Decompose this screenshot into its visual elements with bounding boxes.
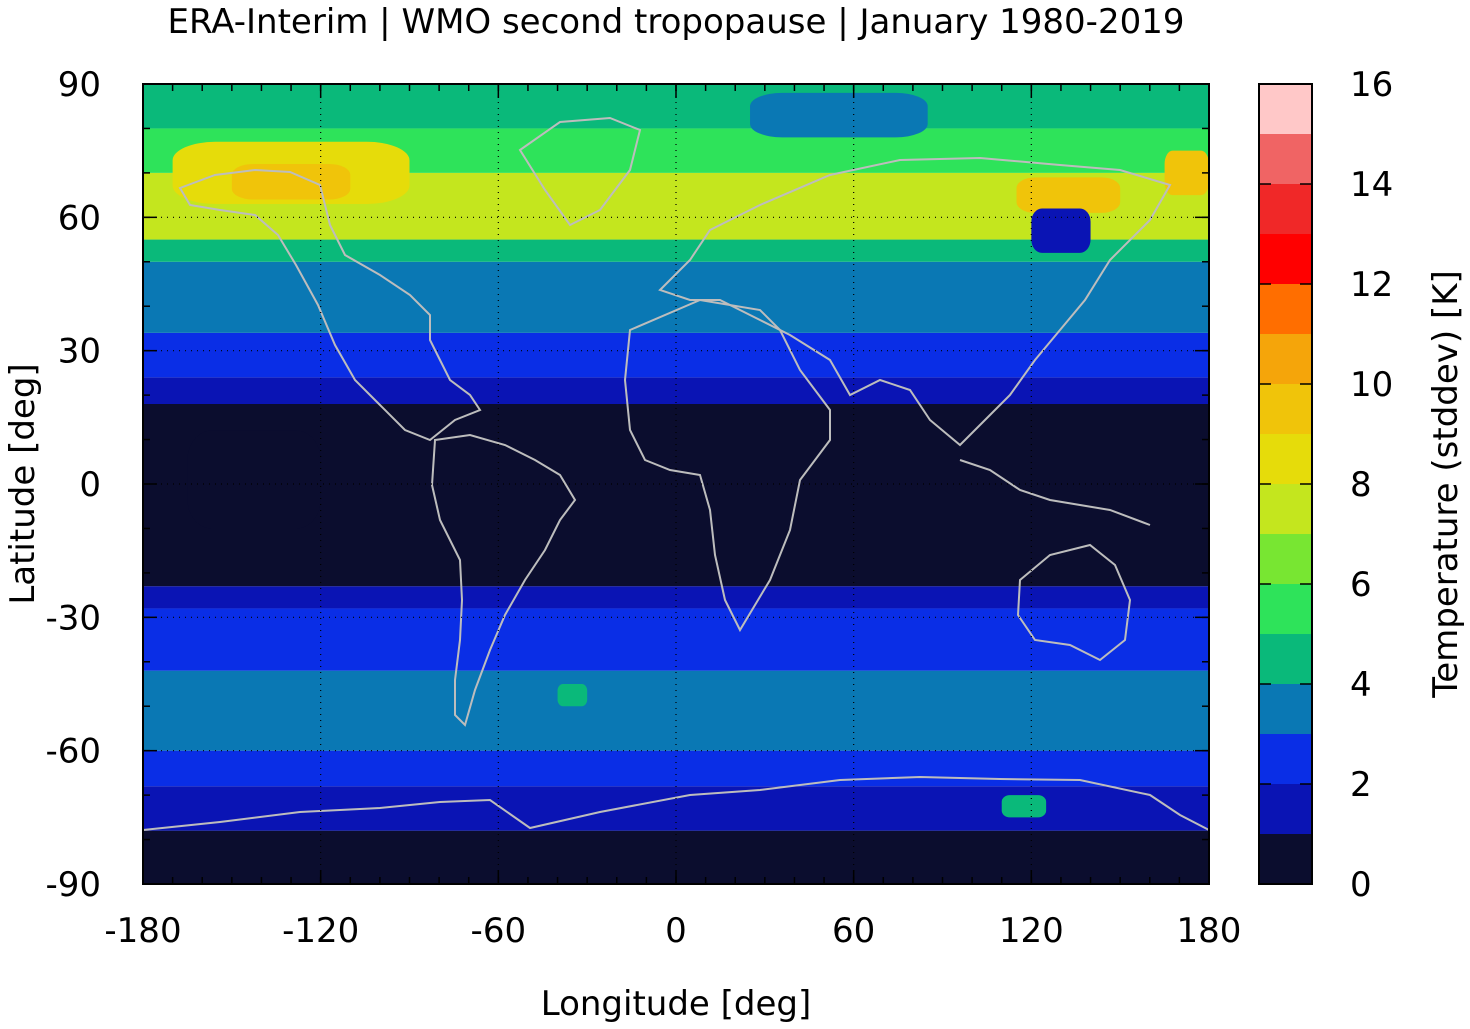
heatmap-patch-4 [1031, 208, 1091, 253]
y-tick-label: 0 [79, 465, 101, 505]
colorbar-cell-3 [1259, 684, 1312, 734]
colorbar-title: Temperature (stddev) [K] [1426, 270, 1466, 699]
coastline-australia [1016, 543, 1132, 662]
colorbar-cell-1 [1259, 784, 1312, 834]
colorbar-tick-label: 0 [1350, 865, 1372, 905]
colorbar-cell-11 [1259, 284, 1312, 334]
colorbar-tick-label: 8 [1350, 465, 1372, 505]
heatmap-patch-3 [1164, 150, 1209, 196]
colorbar-cell-9 [1259, 384, 1312, 434]
coastline-africa [623, 298, 831, 633]
colorbar-tick-label: 14 [1350, 165, 1393, 205]
colorbar-tick-label: 4 [1350, 665, 1372, 705]
coastline-eurasia [658, 156, 1172, 447]
coastlines [143, 116, 1209, 831]
y-tick-label: -60 [45, 732, 101, 772]
coastline-south-america [430, 433, 577, 727]
colorbar-tick-label: 10 [1350, 365, 1393, 405]
x-tick-label: -120 [282, 911, 359, 951]
colorbar-cell-4 [1259, 634, 1312, 684]
heatmap-band-9 [143, 261, 1209, 333]
x-tick-label: 60 [832, 911, 875, 951]
heatmap-patch-7 [1001, 795, 1047, 818]
x-tick-label: -180 [104, 911, 181, 951]
heatmap-patch-1 [231, 164, 351, 200]
x-tick-label: 180 [1177, 911, 1242, 951]
x-tick-label: -60 [471, 911, 527, 951]
colorbar-tick-labels: 0 2 4 6 8 10 12 14 16 [1350, 65, 1393, 905]
colorbar-cell-0 [1259, 834, 1312, 884]
heatmap-band-8 [143, 332, 1209, 378]
heatmap-band-5 [143, 586, 1209, 609]
y-tick-label: 60 [58, 198, 101, 238]
coastline-north-america [178, 168, 482, 442]
axis-ticks [142, 83, 1210, 885]
colorbar-cell-14 [1259, 134, 1312, 184]
coastline-greenland [518, 116, 642, 227]
colorbar-frame [1258, 83, 1313, 885]
colorbar-cell-12 [1259, 234, 1312, 284]
colorbar-cell-15 [1259, 84, 1312, 134]
x-axis-title: Longitude [deg] [541, 984, 812, 1024]
gridlines [143, 84, 1209, 884]
colorbar-cell-8 [1259, 434, 1312, 484]
coastline-maritime-continent [959, 459, 1151, 526]
plot-frame [142, 83, 1210, 885]
y-tick-label: 30 [58, 332, 101, 372]
plot-area: -180 -120 -60 0 60 120 180 90 60 30 0 -30 -60 -90 [45, 65, 1241, 951]
y-tick-label: 90 [58, 65, 101, 105]
x-tick-labels: -180 -120 -60 0 60 120 180 [104, 911, 1241, 951]
x-tick-label: 0 [665, 911, 687, 951]
colorbar-tick-label: 2 [1350, 765, 1372, 805]
colorbar-tick-label: 12 [1350, 265, 1393, 305]
colorbar: 0 2 4 6 8 10 12 14 16 [1258, 65, 1393, 905]
heatmap-patch-5 [750, 92, 928, 138]
y-tick-label: -90 [45, 865, 101, 905]
colorbar-cell-5 [1259, 584, 1312, 634]
colorbar-cell-7 [1259, 484, 1312, 534]
y-tick-labels: 90 60 30 0 -30 -60 -90 [45, 65, 101, 905]
colorbar-cell-2 [1259, 734, 1312, 784]
heatmap-band-10 [143, 239, 1209, 262]
heatmap-patch-2 [1016, 177, 1121, 213]
colorbar-cell-10 [1259, 334, 1312, 384]
y-tick-label: -30 [45, 598, 101, 638]
chart-title: ERA-Interim | WMO second tropopause | Ja… [167, 2, 1185, 42]
coastline-antarctica [143, 775, 1209, 831]
colorbar-tick-label: 6 [1350, 565, 1372, 605]
y-axis-title: Latitude [deg] [3, 363, 43, 604]
x-tick-label: 120 [999, 911, 1064, 951]
heatmap-patch-6 [557, 684, 588, 707]
colorbar-cell-6 [1259, 534, 1312, 584]
colorbar-tick-label: 16 [1350, 65, 1393, 105]
heatmap-patch-8 [187, 430, 321, 529]
colorbar-cells [1259, 84, 1312, 884]
colorbar-cell-13 [1259, 184, 1312, 234]
